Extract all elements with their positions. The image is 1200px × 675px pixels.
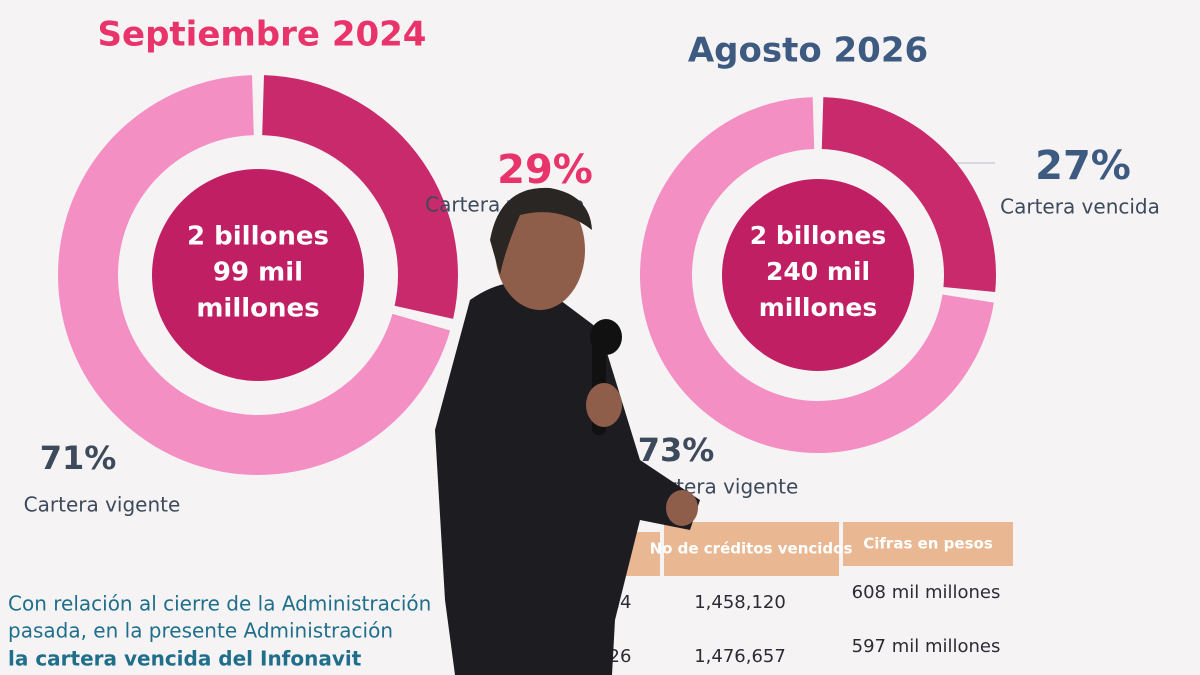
charts: Septiembre 2024 2 billones 99 mil millones 2… (24, 15, 1160, 517)
value-label: 27% (1035, 143, 1131, 189)
table: No de créditos vencidos Cifras en pesos24… (609, 522, 1013, 667)
table-header-cell (664, 522, 839, 576)
category-label: Cartera vencida (1000, 195, 1160, 219)
table-cell: 1,458,120 (694, 592, 786, 613)
center-label: 240 mil (766, 257, 870, 286)
donut-segment (57, 75, 451, 476)
donut-segment (821, 97, 996, 293)
chart-title: Septiembre 2024 (98, 15, 427, 55)
presenter-body (435, 282, 700, 675)
chart-title: Agosto 2026 (688, 31, 928, 71)
center-label: millones (759, 293, 878, 322)
table-cell: 608 mil millones (852, 582, 1001, 603)
caption-line: Con relación al cierre de la Administrac… (8, 592, 431, 616)
center-label: millones (196, 294, 319, 324)
donut-center (152, 169, 364, 381)
presenter-hand (666, 490, 698, 526)
presenter-hand (586, 383, 622, 427)
center-label: 2 billones (750, 221, 887, 250)
table-header: No de créditos vencidos (650, 540, 853, 558)
table-header: Cifras en pesos (863, 535, 993, 553)
center-label: 99 mil (213, 258, 303, 288)
microphone-head (590, 319, 622, 355)
table-cell: 1,476,657 (694, 646, 786, 667)
category-label: Cartera vigente (24, 493, 181, 517)
table-header-cell (843, 522, 1013, 566)
table-cell: 26 (609, 646, 632, 667)
value-label: 71% (40, 439, 117, 477)
value-label: 73% (638, 431, 715, 469)
caption-highlight: la cartera vencida del Infonavit (8, 647, 362, 671)
caption-line: pasada, en la presente Administración (8, 619, 393, 643)
presenter-hair (490, 187, 592, 275)
donut-segment (640, 97, 994, 454)
value-label: 29% (497, 147, 593, 193)
donut-segment (262, 75, 459, 319)
donut-center (722, 179, 914, 371)
table-cell: 597 mil millones (852, 636, 1001, 657)
presenter (435, 187, 700, 675)
center-label: 2 billones (187, 222, 329, 252)
